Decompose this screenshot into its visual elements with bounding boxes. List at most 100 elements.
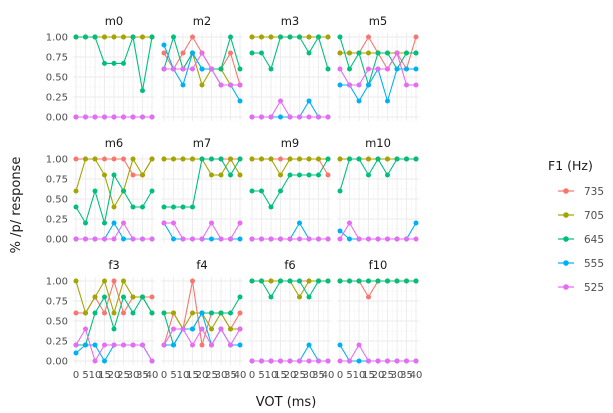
data-point-555 xyxy=(92,342,98,348)
x-tick-label: 10 xyxy=(353,370,366,381)
data-point-525 xyxy=(83,326,88,332)
data-point-705 xyxy=(92,156,98,162)
x-tick-label: 0 xyxy=(337,370,343,381)
data-point-645 xyxy=(287,278,293,284)
data-point-525 xyxy=(228,342,233,348)
data-point-705 xyxy=(121,278,126,284)
data-point-555 xyxy=(337,342,343,348)
data-point-555 xyxy=(306,98,312,104)
data-point-525 xyxy=(413,358,419,364)
data-point-645 xyxy=(249,50,255,56)
data-point-555 xyxy=(366,82,371,88)
data-point-525 xyxy=(237,326,243,332)
data-point-645 xyxy=(149,188,155,194)
facet-panel-m7: m7 xyxy=(161,136,243,243)
data-point-525 xyxy=(413,82,419,88)
data-point-705 xyxy=(297,294,302,300)
legend: F1 (Hz) 735 705 645 555 525 xyxy=(548,158,604,294)
data-point-645 xyxy=(83,220,88,226)
legend-label: 555 xyxy=(584,258,604,270)
data-point-525 xyxy=(73,114,79,120)
data-point-705 xyxy=(92,294,98,300)
data-point-645 xyxy=(102,294,107,300)
data-point-525 xyxy=(287,358,293,364)
data-point-645 xyxy=(287,172,293,178)
data-point-525 xyxy=(218,326,224,332)
data-point-645 xyxy=(287,34,293,40)
legend-key-point xyxy=(563,188,569,194)
data-point-705 xyxy=(171,156,176,162)
legend-key-point xyxy=(563,212,569,218)
data-point-525 xyxy=(111,114,117,120)
data-point-645 xyxy=(394,156,400,162)
data-point-525 xyxy=(149,358,155,364)
data-point-735 xyxy=(149,294,155,300)
data-point-645 xyxy=(356,156,362,162)
data-point-645 xyxy=(140,88,145,94)
data-point-645 xyxy=(92,34,98,40)
facet-title: m9 xyxy=(281,136,300,150)
data-point-705 xyxy=(171,310,176,316)
data-point-525 xyxy=(102,342,107,348)
data-point-735 xyxy=(190,34,195,40)
facet-title: m0 xyxy=(105,14,124,28)
data-point-645 xyxy=(278,34,283,40)
data-point-645 xyxy=(237,66,243,72)
data-point-555 xyxy=(171,236,176,242)
x-tick-label: 40 xyxy=(146,370,159,381)
data-point-705 xyxy=(268,278,274,284)
data-point-705 xyxy=(287,156,293,162)
x-tick-label: 20 xyxy=(108,370,121,381)
data-point-555 xyxy=(102,358,107,364)
data-point-645 xyxy=(73,34,79,40)
x-tick-label: 10 xyxy=(177,370,190,381)
data-point-645 xyxy=(130,310,136,316)
data-point-645 xyxy=(237,294,243,300)
data-point-525 xyxy=(356,82,362,88)
data-point-555 xyxy=(190,50,195,56)
data-point-645 xyxy=(268,66,274,72)
data-point-705 xyxy=(218,172,224,178)
data-point-705 xyxy=(161,156,167,162)
data-point-645 xyxy=(278,278,283,284)
data-point-525 xyxy=(297,114,302,120)
data-point-735 xyxy=(237,310,243,316)
data-point-525 xyxy=(259,358,264,364)
data-point-705 xyxy=(102,34,107,40)
data-point-645 xyxy=(199,156,205,162)
data-point-525 xyxy=(366,66,371,72)
data-point-525 xyxy=(121,114,126,120)
data-point-705 xyxy=(209,326,214,332)
data-point-525 xyxy=(140,236,145,242)
data-point-735 xyxy=(199,342,205,348)
data-point-645 xyxy=(297,34,302,40)
legend-key-point xyxy=(563,236,569,242)
data-point-645 xyxy=(325,156,331,162)
y-tick-label: 0.75 xyxy=(46,53,68,64)
data-point-645 xyxy=(121,60,126,66)
data-point-525 xyxy=(83,236,88,242)
data-point-525 xyxy=(325,236,331,242)
data-point-735 xyxy=(121,310,126,316)
data-point-645 xyxy=(190,204,195,210)
data-point-525 xyxy=(316,358,321,364)
data-point-525 xyxy=(268,114,274,120)
data-point-645 xyxy=(121,188,126,194)
data-point-525 xyxy=(385,358,390,364)
data-point-525 xyxy=(237,220,243,226)
data-point-525 xyxy=(268,358,274,364)
data-point-645 xyxy=(171,204,176,210)
data-point-525 xyxy=(209,66,214,72)
data-point-705 xyxy=(278,172,283,178)
data-point-525 xyxy=(199,50,205,56)
data-point-525 xyxy=(278,236,283,242)
data-point-645 xyxy=(111,60,117,66)
data-point-525 xyxy=(404,236,409,242)
x-tick-label: 10 xyxy=(265,370,278,381)
data-point-735 xyxy=(228,50,233,56)
x-tick-label: 35 xyxy=(400,370,413,381)
data-point-705 xyxy=(347,50,352,56)
x-tick-label: 30 xyxy=(127,370,140,381)
x-tick-label: 35 xyxy=(224,370,237,381)
data-point-645 xyxy=(404,156,409,162)
